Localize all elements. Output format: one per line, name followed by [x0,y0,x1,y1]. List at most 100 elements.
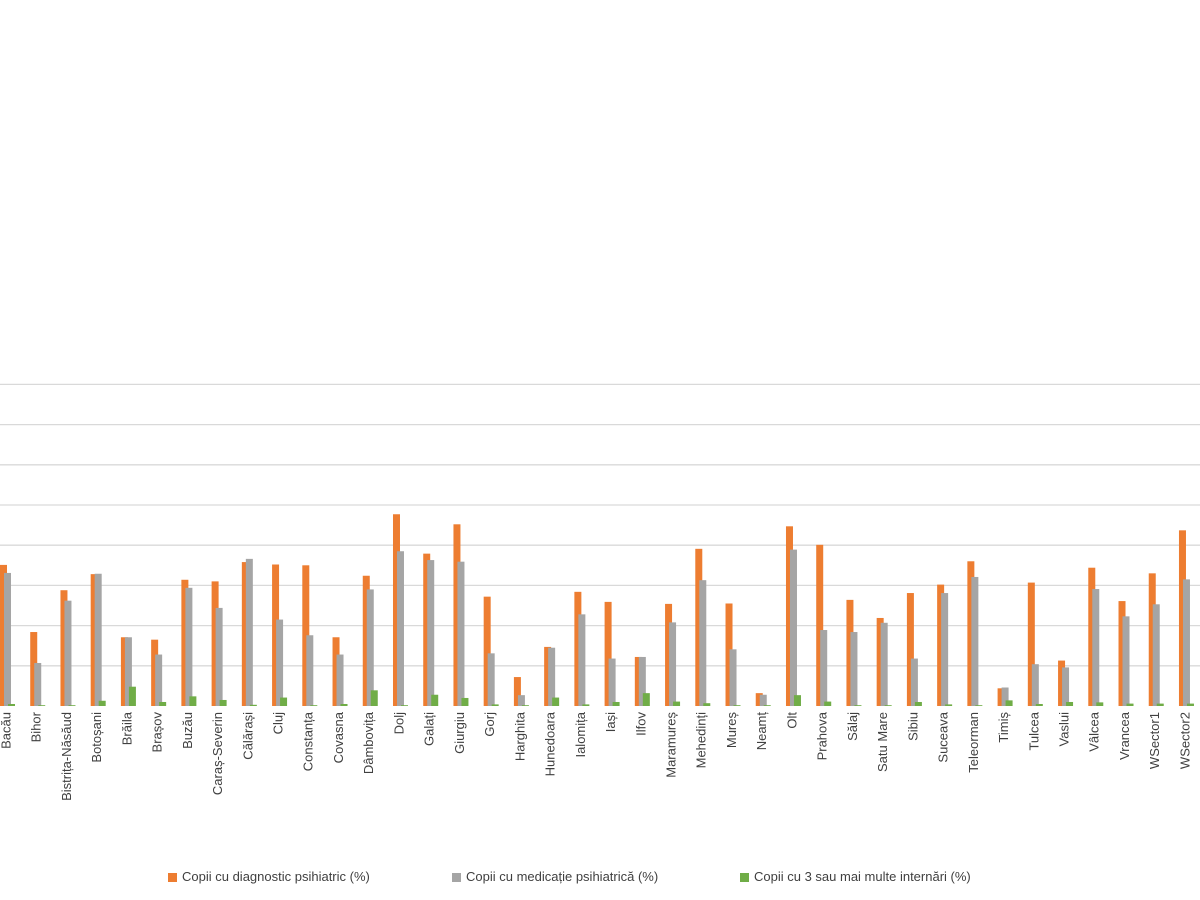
bar-diagnostic-dolj [392,514,400,706]
bar-medication-maramures [669,622,677,706]
category-label-harghita: Harghita [512,711,527,761]
bar-hospitalizations-dambovita [370,690,378,706]
category-label-dambovita: Dâmbovița [361,711,376,774]
bar-medication-constanta [306,635,314,706]
category-label-maramures: Maramureș [663,712,678,778]
gridlines [0,383,1200,667]
bar-diagnostic-mehedinti [695,548,703,706]
bar-diagnostic-buzau [181,579,189,706]
bar-medication-botosani [94,573,102,706]
category-label-prahova: Prahova [815,711,830,760]
bar-medication-calarasi [245,558,253,706]
bar-diagnostic-valcea [1088,567,1096,706]
bar-hospitalizations-gorj [491,704,499,706]
bar-hospitalizations-maramures [673,701,681,706]
category-label-brasov: Brașov [150,712,165,753]
bar-medication-gorj [487,653,495,706]
category-label-neamt: Neamț [754,712,769,751]
category-label-salaj: Sălaj [845,712,860,741]
bar-hospitalizations-satu-mare [884,705,892,706]
bar-medication-suceava [941,593,949,706]
bar-diagnostic-sibiu [906,593,914,706]
category-label-vrancea: Vrancea [1117,711,1132,760]
category-label-calarasi: Călărași [240,712,255,760]
category-label-hunedoara: Hunedoara [543,711,558,776]
bar-diagnostic-bistrita-nasaud [60,590,68,706]
bar-diagnostic-galati [423,553,431,706]
bar-medication-bistrita-nasaud [64,600,72,706]
bar-diagnostic-mures [725,603,733,706]
bar-medication-vrancea [1122,616,1130,706]
bar-medication-olt [789,549,797,706]
bar-hospitalizations-constanta [310,705,318,706]
bar-hospitalizations-salaj [854,705,862,706]
bar-diagnostic-covasna [332,637,340,706]
bar-hospitalizations-covasna [340,703,348,706]
bar-hospitalizations-ialomita [582,704,590,706]
bar-hospitalizations-sibiu [914,701,922,706]
bar-medication-cluj [276,619,284,706]
bar-medication-bacau [4,572,11,706]
bar-hospitalizations-brasov [159,701,167,706]
bar-diagnostic-vaslui [1058,660,1066,706]
bar-diagnostic-salaj [846,599,854,706]
category-label-vaslui: Vaslui [1056,712,1071,747]
bar-medication-dolj [396,551,404,706]
bar-diagnostic-cluj [272,564,280,706]
bar-medication-tulcea [1031,664,1039,706]
bar-diagnostic-neamt [755,693,763,706]
bar-diagnostic-iasi [604,601,612,706]
category-label-valcea: Vâlcea [1087,711,1102,752]
bar-diagnostic-timis [997,688,1005,706]
bar-diagnostic-gorj [483,596,491,706]
bar-hospitalizations-prahova [824,701,832,706]
category-label-olt: Olt [784,712,799,729]
bar-diagnostic-wsector2 [1178,530,1186,706]
bar-diagnostic-olt [785,526,793,706]
bar-diagnostic-caras-severin [211,581,219,706]
bar-hospitalizations-harghita [521,705,529,706]
bar-diagnostic-teleorman [967,561,975,706]
bar-medication-giurgiu [457,561,465,706]
bar-medication-buzau [185,587,193,706]
bar-hospitalizations-calarasi [249,704,257,706]
bar-medication-ilfov [638,656,646,706]
bar-medication-salaj [850,632,858,706]
bar-hospitalizations-ilfov [642,693,650,706]
category-label-wsector1: WSector1 [1147,712,1162,769]
bar-hospitalizations-bihor [38,705,46,706]
bar-hospitalizations-cluj [280,697,288,706]
bars [0,514,1194,706]
bar-medication-galati [427,560,435,706]
bar-hospitalizations-hunedoara [552,697,560,706]
bar-medication-wsector1 [1152,604,1160,706]
bar-medication-mures [729,649,737,706]
bar-hospitalizations-bacau [8,703,15,706]
bar-medication-teleorman [971,576,979,706]
legend-label-diagnostic: Copii cu diagnostic psihiatric (%) [182,869,370,884]
category-label-bacau: Bacău [0,712,13,749]
category-label-wsector2: WSector2 [1177,712,1192,769]
category-label-braila: Brăila [119,711,134,745]
bar-hospitalizations-wsector1 [1156,703,1164,706]
category-label-galati: Galați [422,712,437,746]
bar-medication-sibiu [910,658,918,706]
bar-medication-iasi [608,658,616,706]
category-label-ialomita: Ialomița [573,711,588,757]
bar-hospitalizations-wsector2 [1186,703,1194,706]
category-label-tulcea: Tulcea [1026,711,1041,750]
bar-medication-caras-severin [215,607,223,706]
bar-hospitalizations-valcea [1096,702,1104,706]
bar-medication-timis [1001,687,1009,706]
bar-medication-brasov [155,654,163,706]
bar-diagnostic-calarasi [241,562,249,706]
bar-medication-prahova [820,630,828,706]
bar-diagnostic-harghita [513,677,521,706]
legend-label-medication: Copii cu medicație psihiatrică (%) [466,869,659,884]
category-label-giurgiu: Giurgiu [452,712,467,754]
bar-hospitalizations-teleorman [975,705,983,706]
legend-label-hospitalizations: Copii cu 3 sau mai multe internări (%) [754,869,971,884]
bar-diagnostic-braila [120,637,128,706]
category-label-caras-severin: Caraș-Severin [210,712,225,795]
bar-hospitalizations-botosani [98,700,106,706]
